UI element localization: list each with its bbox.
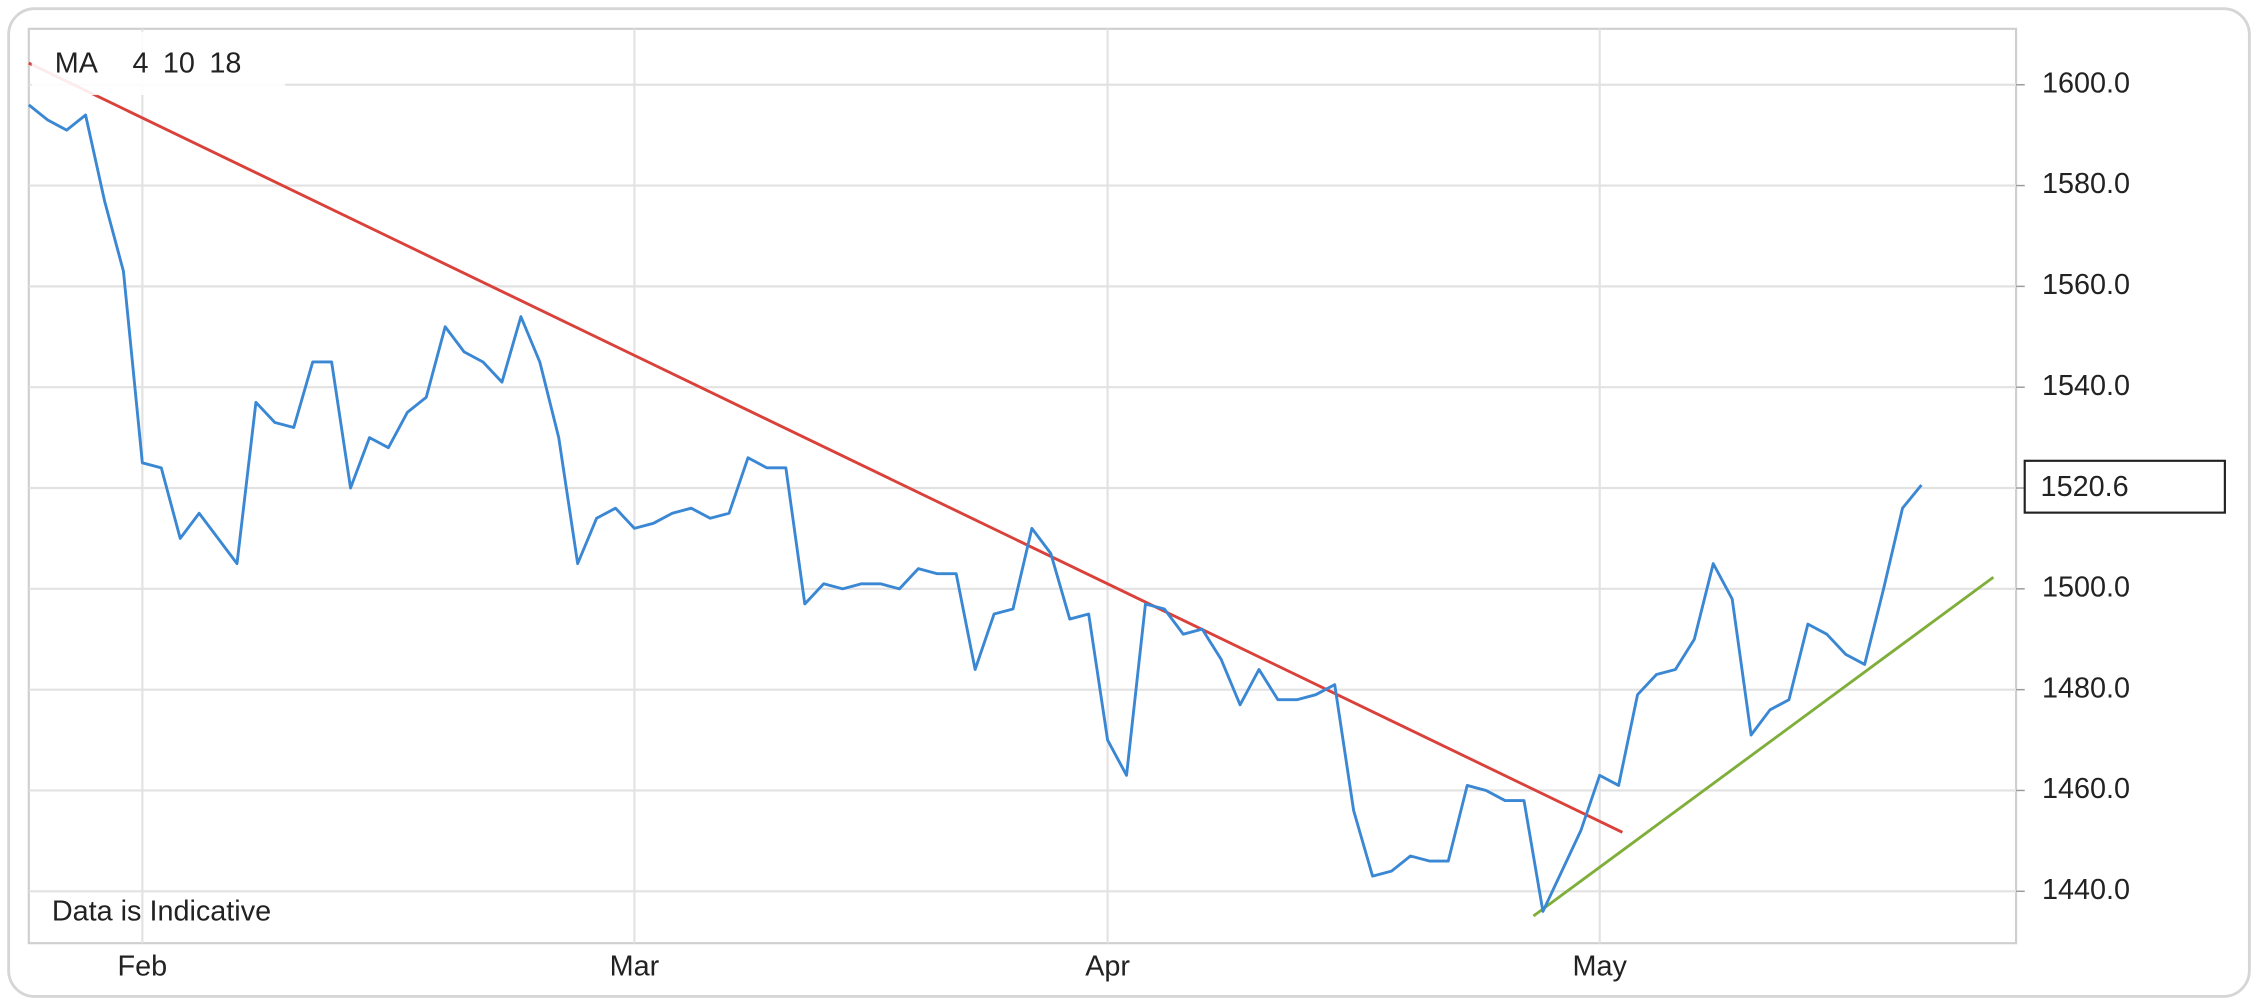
x-tick-label: Mar xyxy=(610,950,660,982)
current-value: 1520.6 xyxy=(2041,471,2129,503)
y-tick-label: 1500.0 xyxy=(2042,571,2130,603)
y-tick-label: 1560.0 xyxy=(2042,269,2130,301)
legend-title: MA xyxy=(55,47,99,79)
trend-line xyxy=(28,61,1624,834)
legend-item: 10 xyxy=(163,47,195,79)
price-line xyxy=(27,103,1923,913)
x-tick-label: Apr xyxy=(1085,950,1130,982)
legend-bg xyxy=(31,31,286,96)
frame xyxy=(7,7,2251,998)
y-tick-label: 1440.0 xyxy=(2042,874,2130,906)
y-tick-label: 1580.0 xyxy=(2042,168,2130,200)
current-value-box xyxy=(2023,459,2226,514)
y-tick-label: 1540.0 xyxy=(2042,370,2130,402)
y-tick-label: 1480.0 xyxy=(2042,672,2130,704)
legend-item: 4 xyxy=(132,47,148,79)
y-tick-label: 1600.0 xyxy=(2042,67,2130,99)
plot-area xyxy=(27,27,2018,945)
trend-line xyxy=(1532,576,1995,918)
y-tick-label: 1460.0 xyxy=(2042,773,2130,805)
x-tick-label: Feb xyxy=(118,950,168,982)
note: Data is Indicative xyxy=(52,896,271,928)
x-tick-label: May xyxy=(1572,950,1627,982)
legend-item: 18 xyxy=(209,47,241,79)
